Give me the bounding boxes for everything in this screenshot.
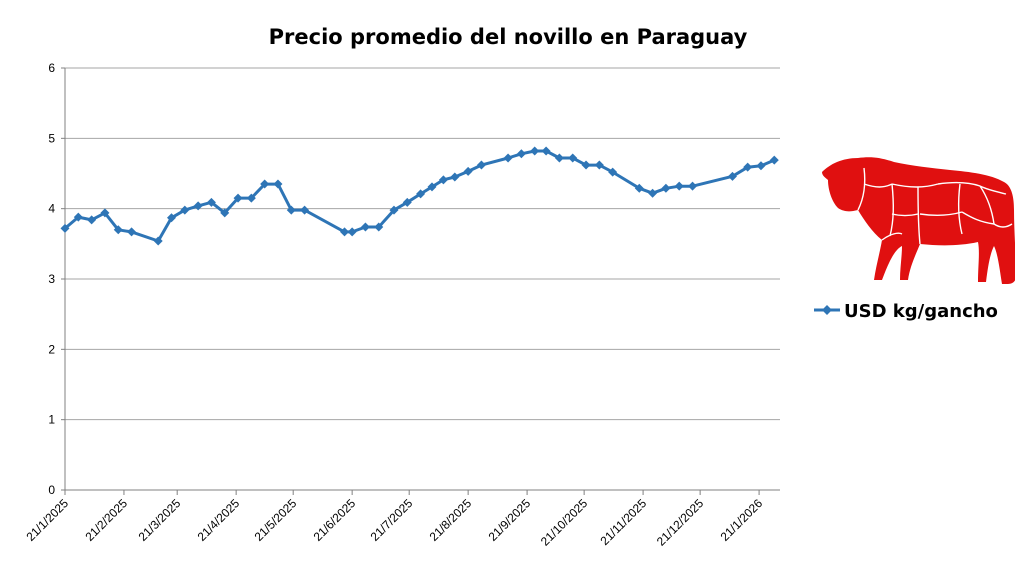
data-point (193, 201, 203, 211)
x-tick-label: 21/7/2025 (368, 496, 416, 544)
data-point (516, 149, 526, 159)
series-layer (60, 146, 779, 246)
x-tick-label: 21/9/2025 (486, 496, 534, 544)
data-point (73, 212, 83, 222)
data-point (286, 205, 296, 215)
data-point (688, 181, 698, 191)
data-point (503, 153, 513, 163)
data-point (438, 175, 448, 185)
data-point (87, 215, 97, 225)
x-tick-label: 21/10/2025 (538, 496, 591, 549)
y-tick-label: 2 (48, 342, 55, 356)
x-axis: 21/1/2025 21/2/2025 21/3/2025 21/4/2025 21/5… (23, 489, 780, 549)
data-point (166, 213, 176, 223)
bull-icon (822, 157, 1015, 284)
data-point (100, 208, 110, 218)
x-tick-label: 21/5/2025 (252, 496, 300, 544)
data-point (416, 189, 426, 199)
data-point (450, 172, 460, 182)
data-point (260, 179, 270, 189)
data-point (206, 197, 216, 207)
data-point (541, 146, 551, 156)
x-tick-label: 21/8/2025 (427, 496, 475, 544)
data-point (769, 155, 779, 165)
x-tick-label: 21/4/2025 (195, 496, 243, 544)
data-point (153, 236, 163, 246)
y-tick-label: 4 (48, 202, 55, 216)
data-point (594, 160, 604, 170)
x-tick-label: 21/12/2025 (654, 496, 707, 549)
gridlines (65, 67, 780, 491)
data-point (347, 227, 357, 237)
data-point (476, 160, 486, 170)
data-point (273, 179, 283, 189)
data-point (180, 205, 190, 215)
legend-label: USD kg/gancho (844, 301, 998, 322)
data-point (756, 161, 766, 171)
data-point (648, 188, 658, 198)
data-point (220, 208, 230, 218)
data-point (554, 153, 564, 163)
data-point (300, 205, 310, 215)
data-point (530, 146, 540, 156)
legend: USD kg/gancho (814, 301, 998, 322)
data-point (727, 171, 737, 181)
data-point (340, 227, 350, 237)
data-point (568, 153, 578, 163)
data-point (427, 182, 437, 192)
cut-lines (857, 167, 1013, 245)
data-point (402, 197, 412, 207)
x-tick-label: 21/6/2025 (311, 496, 359, 544)
y-axis: 0 1 2 3 4 5 6 (48, 61, 66, 497)
data-point (661, 183, 671, 193)
data-point (233, 193, 243, 203)
data-point (463, 166, 473, 176)
data-point (113, 225, 123, 235)
y-tick-label: 5 (48, 131, 55, 145)
data-point (246, 193, 256, 203)
x-tick-label: 21/2/2025 (82, 496, 130, 544)
x-tick-label: 21/1/2026 (718, 496, 766, 544)
legend-marker (822, 305, 832, 315)
data-point (127, 227, 137, 237)
y-tick-label: 3 (48, 272, 55, 286)
x-tick-label: 21/3/2025 (136, 496, 184, 544)
chart-title: Precio promedio del novillo en Paraguay (269, 25, 748, 49)
data-point (389, 205, 399, 215)
data-point (581, 160, 591, 170)
data-point (608, 167, 618, 177)
y-tick-label: 6 (48, 61, 55, 75)
y-tick-label: 1 (48, 413, 55, 427)
data-point (374, 222, 384, 232)
data-point (634, 183, 644, 193)
data-point (60, 223, 70, 233)
data-point (743, 162, 753, 172)
x-tick-label: 21/1/2025 (23, 496, 71, 544)
data-point (360, 222, 370, 232)
data-point (674, 181, 684, 191)
x-tick-label: 21/11/2025 (597, 496, 649, 548)
y-tick-label: 0 (48, 483, 55, 497)
